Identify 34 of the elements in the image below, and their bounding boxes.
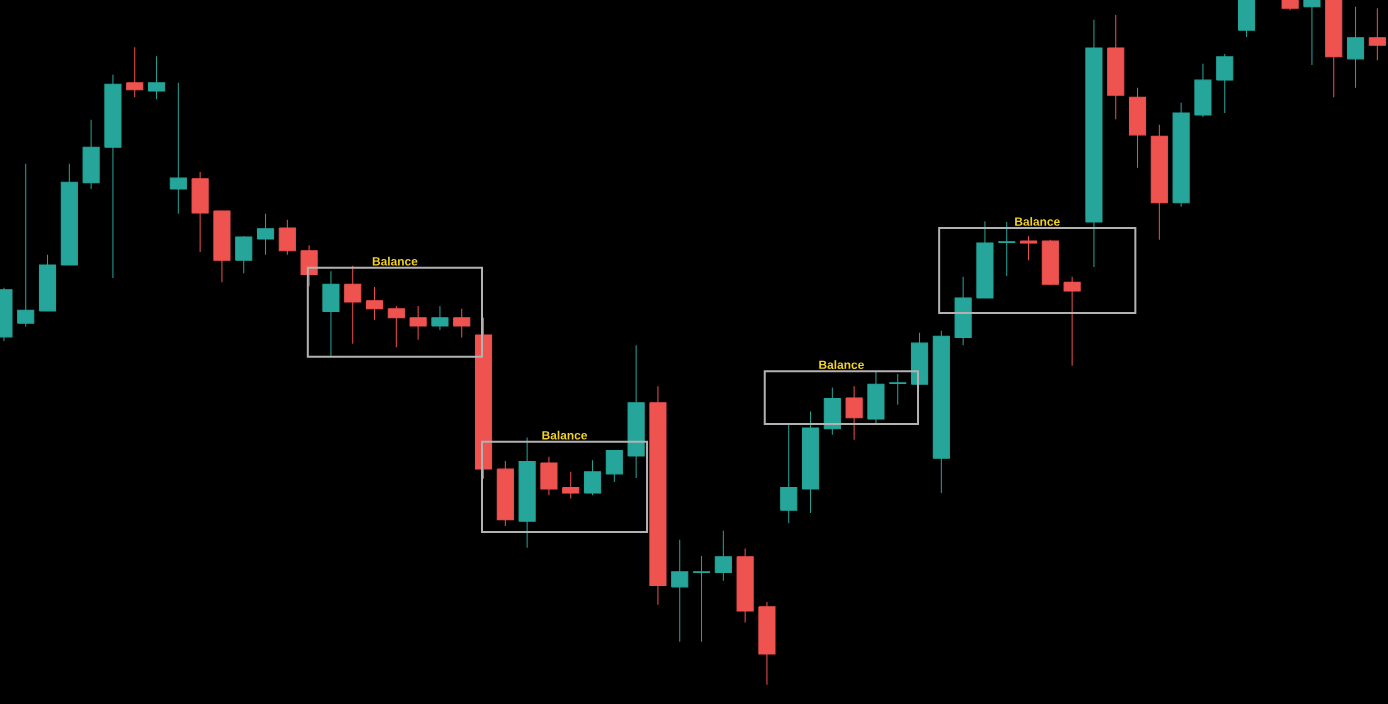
candlestick	[889, 373, 907, 406]
annotation: Balance	[372, 256, 418, 266]
candlestick	[714, 530, 732, 582]
candlestick	[169, 82, 187, 215]
candlestick	[126, 46, 144, 98]
candlestick	[387, 305, 405, 348]
candlestick	[344, 265, 362, 345]
candlestick	[453, 308, 471, 339]
annotation: Balance	[1015, 217, 1060, 226]
candlestick	[147, 55, 166, 100]
candlestick	[692, 555, 711, 643]
candlestick	[300, 244, 318, 287]
candlestick	[1346, 6, 1365, 89]
candlestick	[583, 459, 602, 496]
candlestick	[431, 305, 449, 331]
candlestick	[256, 213, 275, 256]
annotation: Balance	[542, 430, 588, 440]
candlestick	[780, 424, 798, 524]
candlestick	[365, 286, 384, 321]
candlestick	[998, 221, 1016, 277]
candlestick	[845, 385, 863, 441]
candlestick	[409, 305, 427, 341]
candlestick	[235, 235, 253, 274]
candlestick	[671, 539, 689, 643]
candlestick	[1019, 235, 1038, 261]
annotation: Balance	[819, 360, 864, 369]
candlestick	[605, 449, 623, 483]
candlestick	[17, 163, 35, 328]
candlestick	[562, 471, 580, 500]
candlestick	[1303, 0, 1321, 66]
candlestick	[1216, 53, 1234, 114]
candlestick	[278, 219, 296, 256]
candlestick	[1063, 276, 1081, 367]
candlestick	[1368, 7, 1386, 61]
